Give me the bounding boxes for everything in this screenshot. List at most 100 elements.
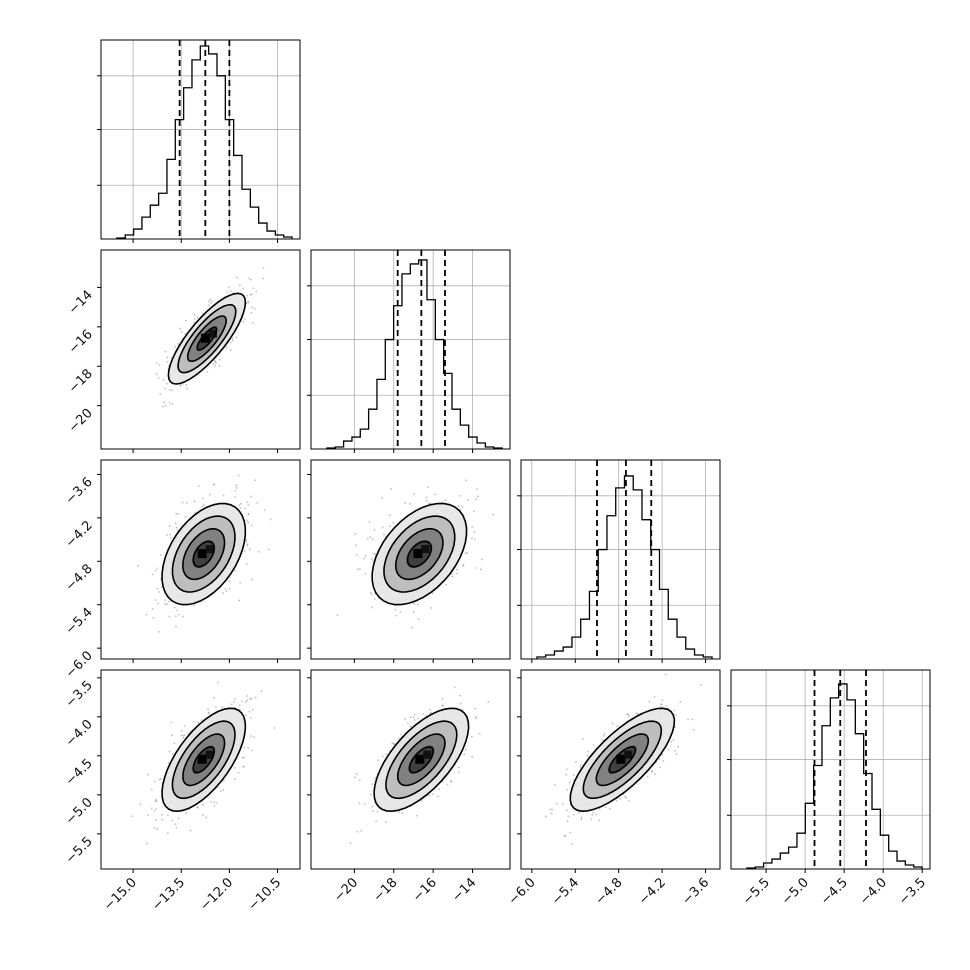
sample-point <box>358 568 361 571</box>
sample-point <box>202 497 204 500</box>
sample-point <box>598 819 601 822</box>
sample-point <box>591 813 594 816</box>
sample-point <box>578 811 580 814</box>
y-tick-label: −3.6 <box>63 475 96 508</box>
sample-point <box>422 712 425 715</box>
sample-point <box>164 599 167 602</box>
sample-point <box>370 793 372 796</box>
sample-point <box>659 703 662 706</box>
sample-point <box>371 783 374 786</box>
density-contour <box>182 527 226 581</box>
sample-point <box>208 711 210 714</box>
density-contour <box>161 707 247 813</box>
sample-point <box>376 810 379 813</box>
sample-point <box>450 573 453 575</box>
x-tick-label: −3.6 <box>679 875 712 908</box>
sample-point <box>246 501 249 503</box>
sample-point <box>619 798 621 800</box>
density-peak <box>200 333 210 343</box>
sample-point <box>183 734 186 737</box>
sample-point <box>665 705 667 707</box>
sample-point <box>165 603 168 605</box>
sample-point <box>230 289 232 292</box>
sample-point <box>471 755 474 758</box>
sample-point <box>586 755 589 757</box>
sample-point <box>193 313 196 316</box>
x-tick-label: −6.0 <box>506 875 539 908</box>
sample-point <box>169 537 172 539</box>
y-tick-label: −4.5 <box>63 756 96 789</box>
sample-point <box>373 597 376 600</box>
sample-point <box>213 696 215 699</box>
sample-point <box>167 832 169 835</box>
x-tick-label: −5.5 <box>740 875 773 908</box>
density-panel-r4-c1 <box>131 681 276 845</box>
sample-point <box>247 301 250 304</box>
sample-point <box>153 826 156 829</box>
density-contour <box>161 502 247 606</box>
sample-point <box>210 800 212 803</box>
density-contour <box>182 733 226 787</box>
sample-point <box>168 750 171 753</box>
sample-point <box>400 733 403 736</box>
sample-point <box>177 613 180 616</box>
sample-point <box>463 753 466 756</box>
sample-point <box>464 748 467 751</box>
sample-point <box>446 783 449 786</box>
density-contour <box>408 746 434 774</box>
sample-point <box>605 806 608 809</box>
sample-point <box>198 485 200 488</box>
density-peak <box>415 754 425 764</box>
sample-point <box>202 503 205 506</box>
sample-point <box>438 788 441 790</box>
sample-point <box>355 554 358 556</box>
sample-point <box>170 734 173 737</box>
sample-point <box>375 820 377 823</box>
density-contour <box>396 733 446 787</box>
sample-point <box>182 615 185 618</box>
sample-point <box>243 756 245 759</box>
sample-point <box>574 761 577 763</box>
sample-point <box>371 805 374 808</box>
sample-point <box>475 498 478 500</box>
sample-point <box>615 799 618 802</box>
sample-point <box>417 603 419 606</box>
sample-point <box>444 499 447 501</box>
sample-point <box>627 799 630 802</box>
sample-point <box>251 306 254 309</box>
histogram-frame <box>520 459 721 660</box>
sample-point <box>209 493 211 496</box>
sample-point <box>174 823 177 825</box>
sample-point <box>609 807 612 810</box>
sample-point <box>360 829 363 832</box>
sample-point <box>565 809 568 812</box>
sample-point <box>356 830 359 833</box>
density-panel-r4-c3 <box>544 673 702 846</box>
density-contour <box>383 515 456 593</box>
sample-point <box>163 401 166 404</box>
sample-point <box>675 753 678 755</box>
sample-point <box>675 714 678 716</box>
histogram-step <box>746 683 923 869</box>
sample-point <box>474 538 476 541</box>
sample-point <box>464 552 467 555</box>
sample-point <box>437 795 440 798</box>
sample-point <box>230 703 233 706</box>
sample-point <box>381 526 384 529</box>
y-tick-label: −3.5 <box>63 678 96 711</box>
sample-point <box>377 759 380 762</box>
sample-point <box>385 753 388 756</box>
sample-point <box>173 742 176 745</box>
sample-point <box>254 307 256 310</box>
sample-point <box>566 768 568 771</box>
density-panel-r2-c1 <box>155 266 265 408</box>
sample-point <box>233 766 236 769</box>
x-tick-label: −3.5 <box>896 875 929 908</box>
x-tick-label: −5.4 <box>549 875 582 908</box>
sample-point <box>242 765 244 768</box>
sample-point <box>247 513 250 516</box>
density-peak <box>616 754 626 764</box>
density-frame <box>100 459 301 660</box>
sample-point <box>250 495 253 498</box>
sample-point <box>269 518 272 521</box>
